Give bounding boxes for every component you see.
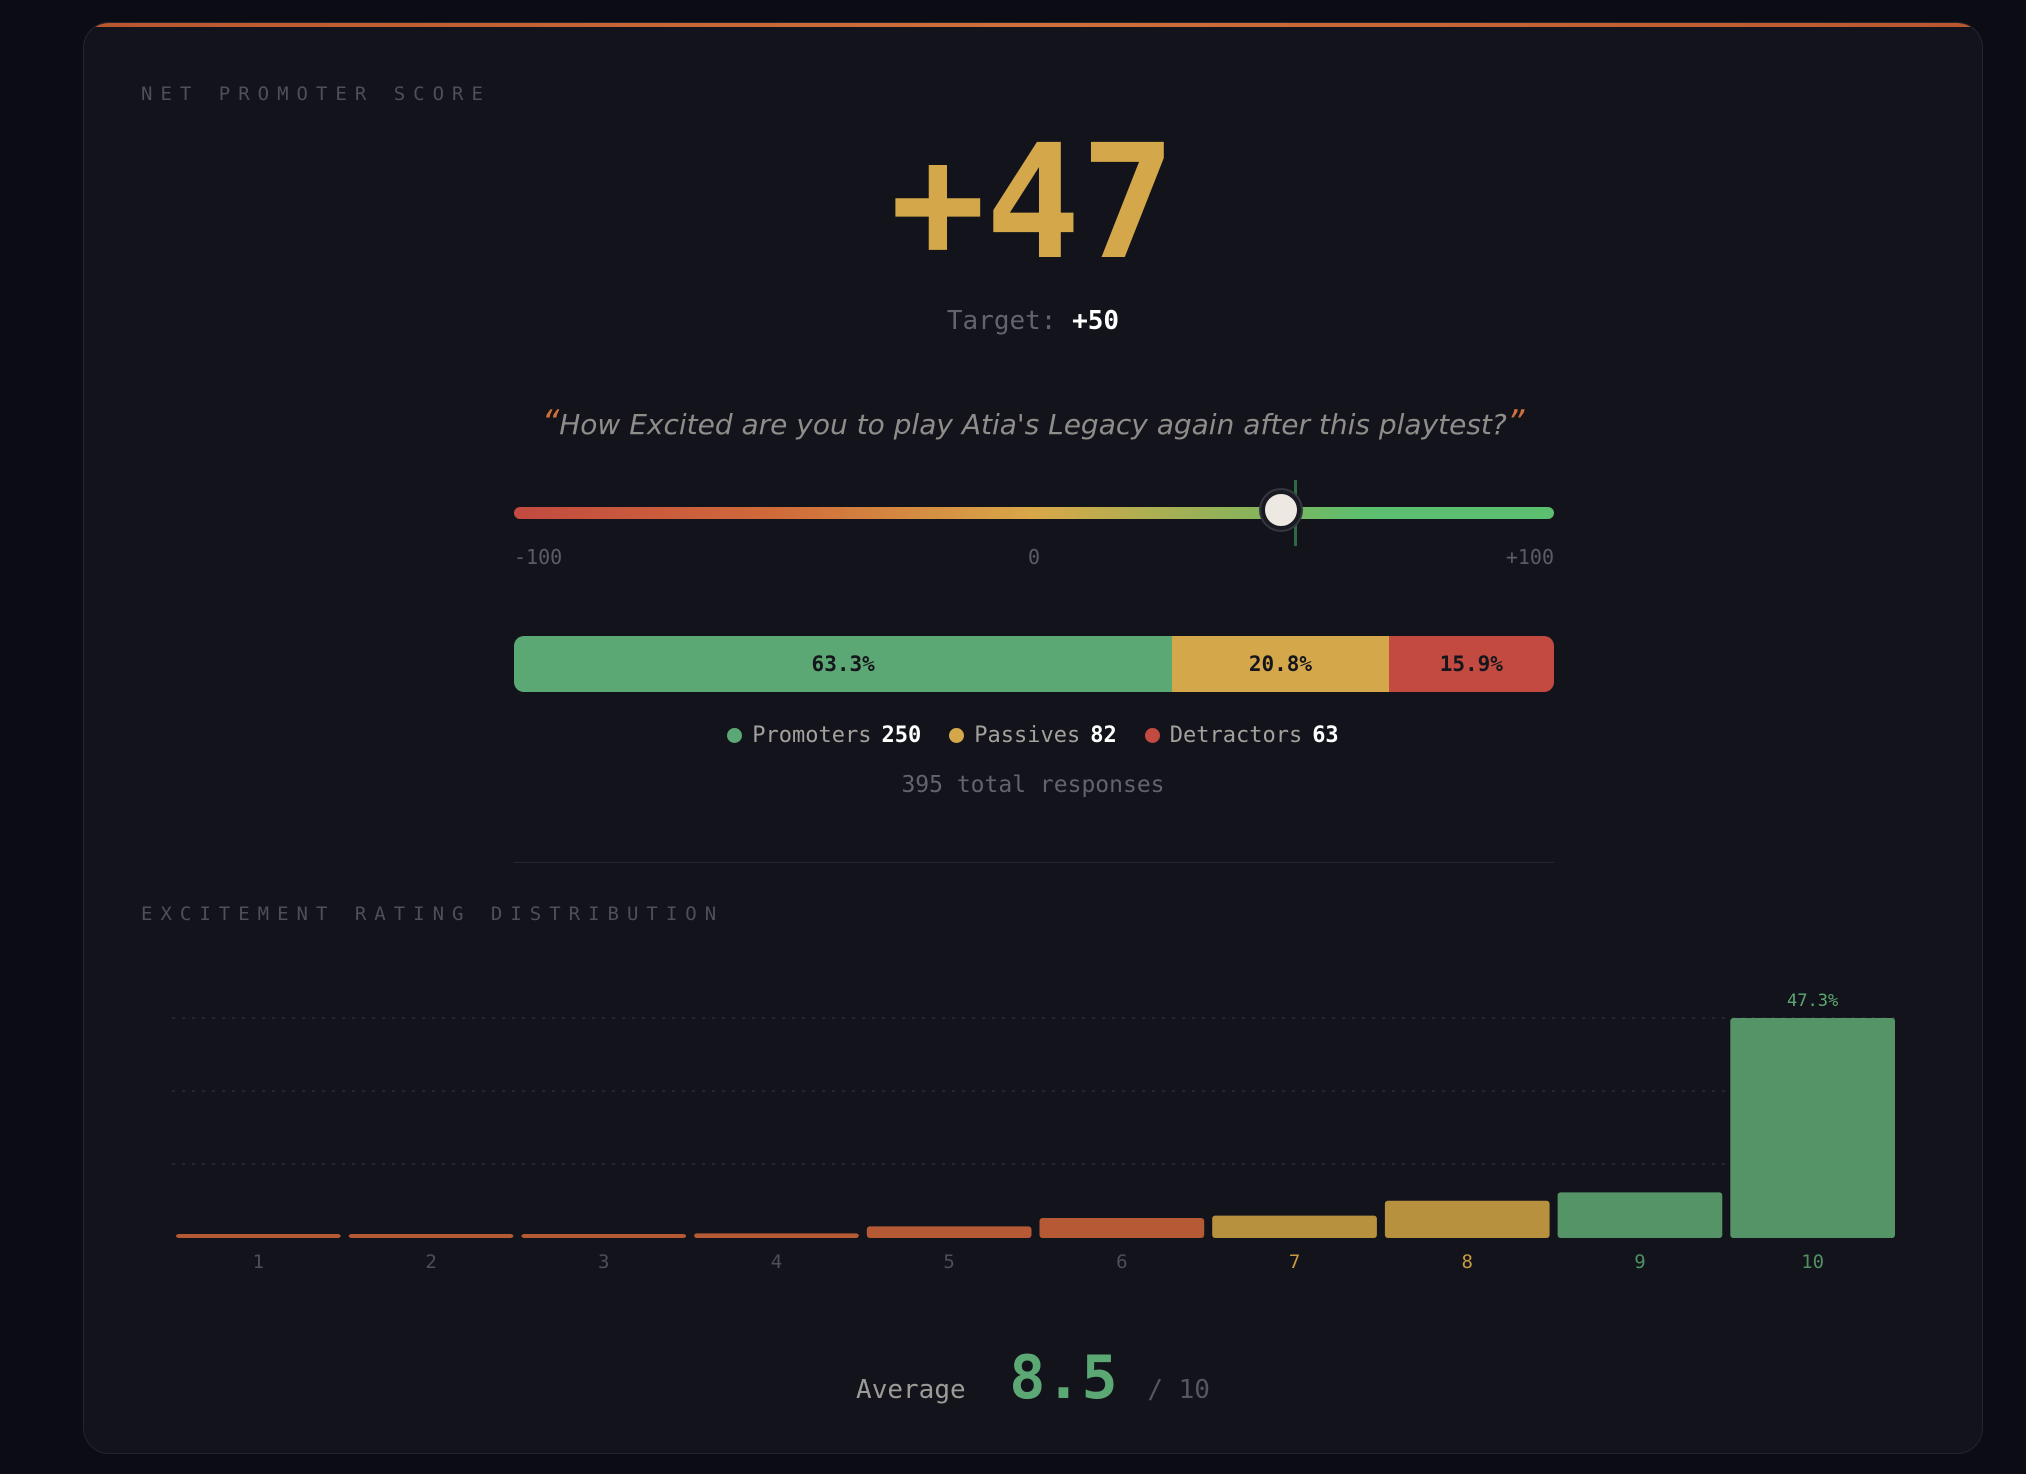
tick-label-2: 2	[425, 1251, 436, 1273]
bar-rating-10	[1730, 1018, 1895, 1238]
average-value: 8.5	[1009, 1343, 1118, 1413]
tick-label-4: 4	[771, 1251, 782, 1273]
split-legend: Promoters 250 Passives 82 Detractors 63	[84, 723, 1982, 748]
survey-question: “How Excited are you to play Atia's Lega…	[84, 403, 1982, 443]
passives-segment: 20.8%	[1172, 636, 1389, 692]
legend-dot-icon	[1144, 728, 1160, 743]
data-label-10: 47.3%	[1787, 991, 1838, 1011]
gauge-min-label: -100	[514, 545, 563, 569]
bar-rating-6	[1039, 1218, 1205, 1238]
legend-dot-icon	[949, 728, 965, 743]
gauge-score-thumb	[1261, 490, 1302, 530]
legend-label: Passives	[974, 723, 1081, 748]
tick-label-9: 9	[1634, 1251, 1645, 1273]
tick-label-7: 7	[1289, 1251, 1300, 1273]
tick-label-10: 10	[1801, 1251, 1824, 1273]
target-label: Target:	[946, 306, 1057, 336]
bar-rating-2	[348, 1234, 514, 1238]
tick-label-5: 5	[943, 1251, 954, 1273]
gauge-mid-label: 0	[1027, 545, 1041, 569]
response-split-bar: 63.3% 20.8% 15.9%	[514, 636, 1554, 692]
average-rating: Average 8.5 / 10	[84, 1343, 1982, 1413]
tick-label-8: 8	[1462, 1251, 1473, 1273]
bar-rating-8	[1384, 1200, 1550, 1238]
tick-label-6: 6	[1116, 1251, 1127, 1273]
bar-rating-5	[866, 1226, 1032, 1238]
bar-rating-9	[1557, 1192, 1723, 1238]
nps-card: NET PROMOTER SCORE +47 Target: +50 “How …	[83, 22, 1983, 1454]
promoters-segment: 63.3%	[514, 636, 1173, 692]
legend-count: 250	[881, 723, 922, 748]
nps-gauge: -100 0 +100	[514, 480, 1554, 569]
legend-count: 63	[1312, 723, 1339, 748]
bar-rating-3	[521, 1234, 687, 1238]
nps-target: Target: +50	[84, 306, 1982, 336]
legend-item-passives: Passives 82	[949, 723, 1117, 748]
section-divider	[514, 862, 1554, 863]
open-quote-icon: “	[541, 403, 560, 443]
bar-rating-4	[694, 1233, 859, 1238]
card-accent-bar	[84, 23, 1982, 27]
legend-label: Detractors	[1169, 723, 1303, 748]
gauge-max-label: +100	[1505, 545, 1554, 569]
target-value: +50	[1072, 306, 1120, 336]
legend-item-detractors: Detractors 63	[1144, 723, 1339, 748]
rating-distribution-chart: 1 2 3 4 5 6 7 8 9 10 47.3%	[172, 991, 1899, 1273]
distribution-section-title: EXCITEMENT RATING DISTRIBUTION	[141, 903, 725, 925]
bar-rating-7	[1212, 1215, 1377, 1238]
average-label: Average	[856, 1375, 966, 1405]
tick-label-1: 1	[253, 1251, 264, 1273]
bar-rating-1	[176, 1234, 341, 1238]
legend-dot-icon	[727, 728, 743, 743]
detractors-segment: 15.9%	[1388, 636, 1554, 692]
legend-count: 82	[1090, 723, 1117, 748]
nps-section-title: NET PROMOTER SCORE	[141, 83, 491, 105]
close-quote-icon: ”	[1506, 403, 1525, 443]
question-text: How Excited are you to play Atia's Legac…	[559, 408, 1507, 441]
average-max: / 10	[1147, 1375, 1210, 1405]
legend-label: Promoters	[752, 723, 872, 748]
tick-label-3: 3	[598, 1251, 609, 1273]
nps-score: +47	[890, 111, 1176, 295]
legend-item-promoters: Promoters 250	[727, 723, 921, 748]
total-responses: 395 total responses	[901, 772, 1165, 798]
